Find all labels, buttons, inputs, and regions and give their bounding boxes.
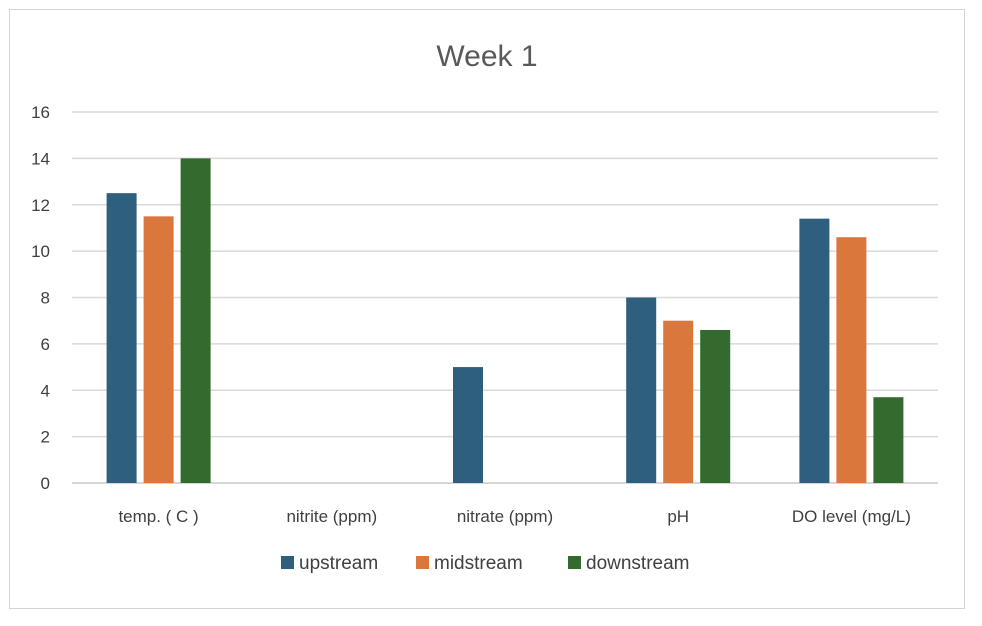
legend-swatch-midstream bbox=[416, 556, 429, 569]
bar-upstream-0 bbox=[106, 193, 137, 483]
x-category-label: temp. ( C ) bbox=[118, 507, 198, 526]
y-tick-label: 0 bbox=[41, 474, 50, 493]
bar-downstream-3 bbox=[700, 329, 731, 483]
bars bbox=[106, 158, 904, 483]
bar-midstream-0 bbox=[143, 216, 174, 483]
x-category-label: pH bbox=[667, 507, 689, 526]
legend-label-upstream: upstream bbox=[299, 553, 378, 574]
y-axis-ticks: 0 2 4 6 8 10 12 14 16 bbox=[31, 103, 50, 493]
gridlines bbox=[72, 111, 938, 484]
x-category-label: nitrate (ppm) bbox=[457, 507, 553, 526]
bar-upstream-4 bbox=[799, 218, 830, 483]
y-tick-label: 16 bbox=[31, 103, 50, 122]
y-tick-label: 4 bbox=[41, 381, 50, 400]
y-tick-label: 14 bbox=[31, 149, 50, 168]
bar-upstream-2 bbox=[453, 367, 483, 483]
y-tick-label: 8 bbox=[41, 289, 50, 308]
bar-midstream-3 bbox=[663, 320, 694, 483]
bar-midstream-4 bbox=[836, 237, 867, 483]
y-tick-label: 2 bbox=[41, 428, 50, 447]
chart-title: Week 1 bbox=[436, 40, 537, 73]
x-category-label: nitrite (ppm) bbox=[286, 507, 377, 526]
legend-label-downstream: downstream bbox=[586, 553, 690, 574]
legend: upstream midstream downstream bbox=[281, 553, 690, 574]
bar-downstream-0 bbox=[180, 158, 211, 483]
legend-label-midstream: midstream bbox=[434, 553, 523, 574]
legend-swatch-upstream bbox=[281, 556, 294, 569]
y-tick-label: 10 bbox=[31, 242, 50, 261]
y-tick-label: 6 bbox=[41, 335, 50, 354]
bar-upstream-3 bbox=[626, 297, 657, 483]
y-tick-label: 12 bbox=[31, 196, 50, 215]
x-axis-categories: temp. ( C ) nitrite (ppm) nitrate (ppm) pH D… bbox=[118, 507, 910, 526]
x-category-label: DO level (mg/L) bbox=[792, 507, 911, 526]
legend-swatch-downstream bbox=[568, 556, 581, 569]
bar-downstream-4 bbox=[873, 397, 904, 483]
